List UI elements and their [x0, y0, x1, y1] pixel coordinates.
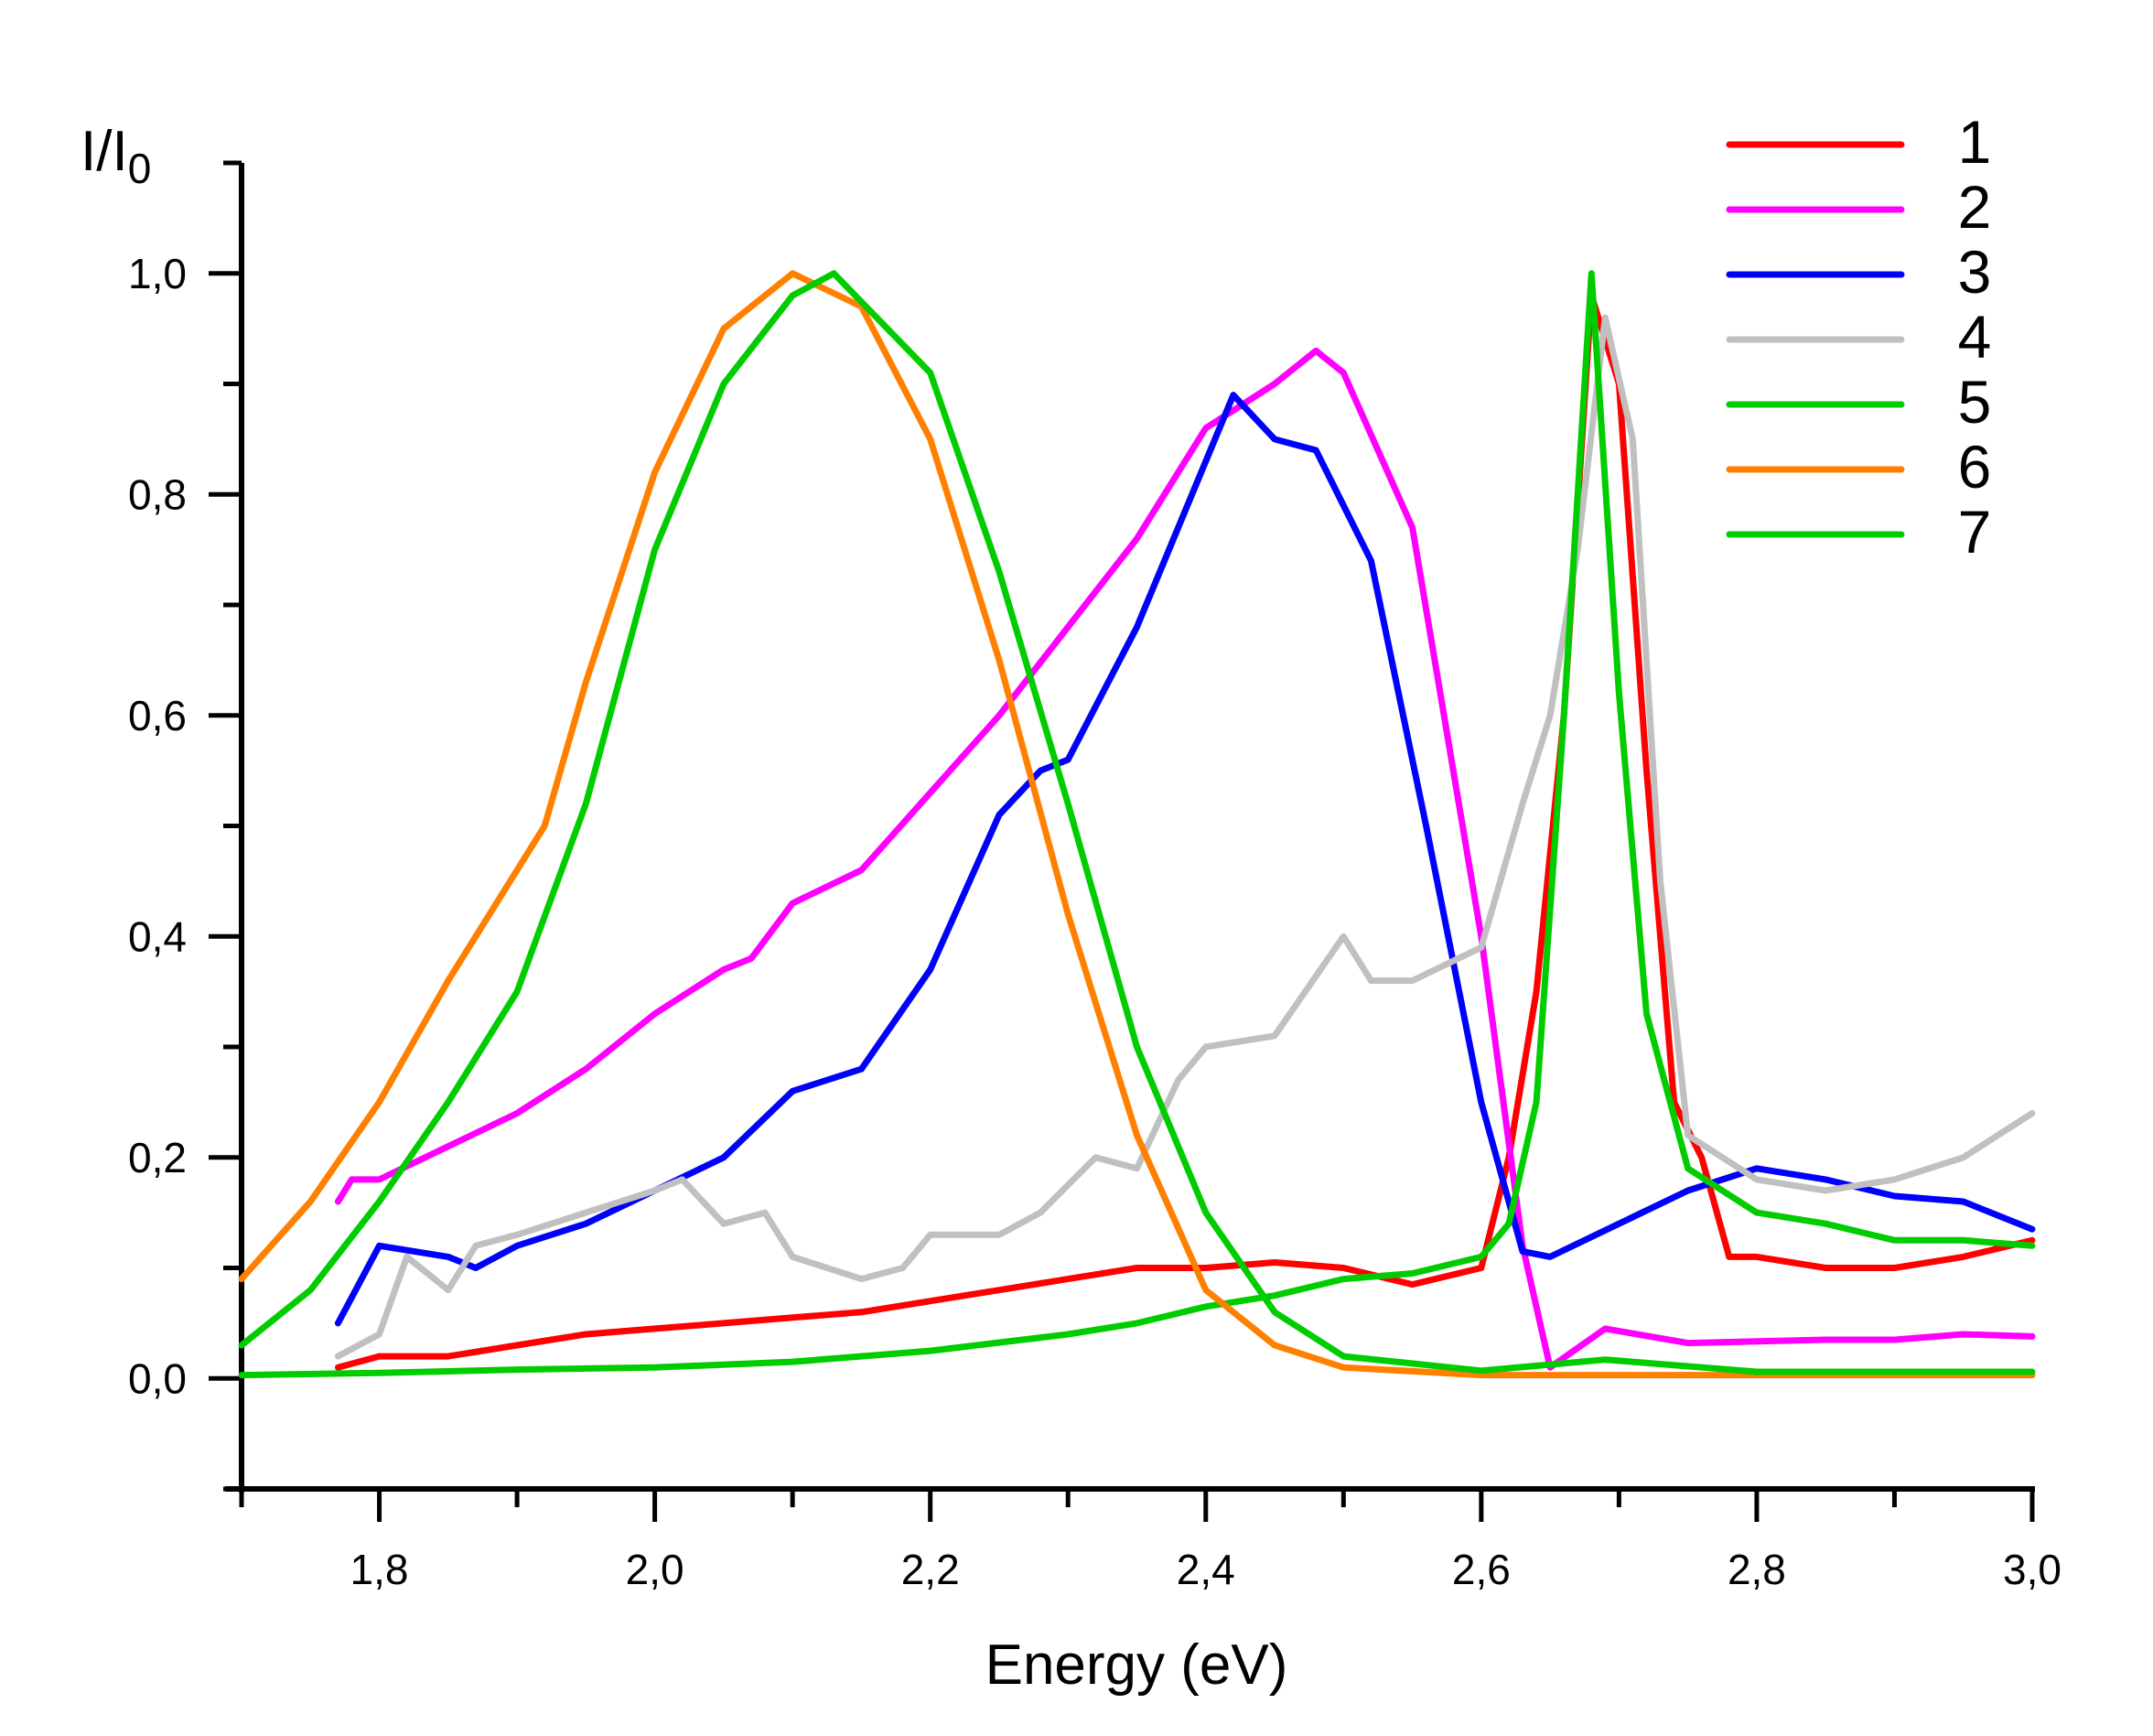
y-tick-label: 0,6 [128, 692, 187, 739]
y-axis-title-subscript: 0 [128, 145, 152, 192]
axes: 0,0 0,2 0,4 0,6 0,8 1,0 1,8 2,0 2,2 2,4 2,6 2,8 3,0 [128, 160, 2061, 1593]
x-tick-label: 1,8 [350, 1546, 409, 1593]
legend-label-5: 5 [1958, 368, 1992, 436]
series-3-line [334, 392, 2036, 1327]
y-tick-label: 0,8 [128, 470, 187, 518]
y-tick-label: 0,4 [128, 912, 187, 960]
series-5-line [238, 270, 2036, 1379]
x-tick-label: 2,6 [1452, 1546, 1511, 1593]
legend-label-6: 6 [1958, 433, 1992, 501]
x-tick-label: 2,0 [626, 1546, 684, 1593]
series-6-line [238, 270, 2036, 1379]
y-axis-title-main: I/I [81, 120, 128, 183]
legend-label-1: 1 [1958, 108, 1992, 176]
legend-label-7: 7 [1958, 498, 1992, 566]
x-axis-title: Energy (eV) [985, 1634, 1288, 1697]
x-tick-label: 3,0 [2003, 1546, 2061, 1593]
y-tick-label: 0,0 [128, 1354, 187, 1402]
y-tick-label: 0,2 [128, 1134, 187, 1181]
legend-label-4: 4 [1958, 303, 1992, 371]
x-tick-label: 2,2 [901, 1546, 960, 1593]
series-4-line [334, 314, 2036, 1360]
y-tick-label: 1,0 [128, 250, 187, 297]
x-tick-label: 2,4 [1177, 1546, 1235, 1593]
legend-label-2: 2 [1958, 173, 1992, 241]
legend-label-3: 3 [1958, 238, 1992, 306]
series-7-line [238, 270, 2036, 1375]
x-tick-label: 2,8 [1728, 1546, 1786, 1593]
y-axis-title: I/I0 [81, 120, 151, 192]
series-layer [238, 270, 2036, 1379]
series-2-line [334, 347, 2036, 1371]
